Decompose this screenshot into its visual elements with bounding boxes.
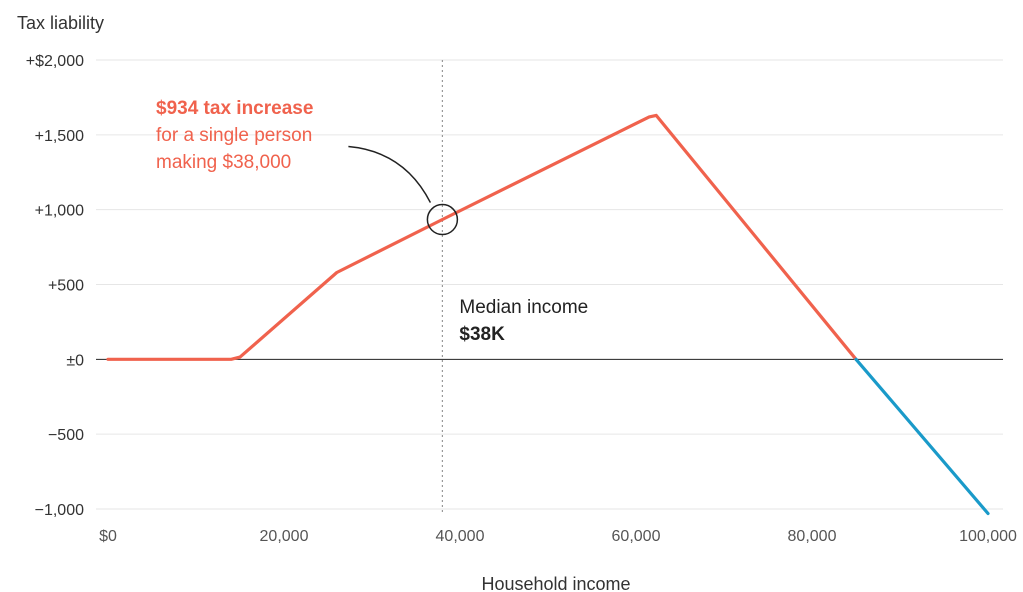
x-tick-label: 60,000 (612, 528, 661, 545)
series-line-increase (106, 113, 858, 361)
annotation-line-3: making $38,000 (156, 152, 291, 173)
y-axis-ticks: +$2,000 +1,500 +1,000 +500 ±0 −500 −1,000 (26, 53, 84, 519)
x-tick-label: $0 (99, 528, 117, 545)
series-line (106, 113, 990, 516)
gridlines (96, 59, 1003, 510)
y-tick-label: −500 (48, 427, 84, 444)
annotations: $934 tax increase for a single person ma… (156, 98, 588, 345)
x-axis-title: Household income (481, 574, 630, 592)
series-line-decrease (854, 357, 990, 516)
x-axis-ticks: $0 20,000 40,000 60,000 80,000 100,000 (99, 528, 1017, 545)
annotation-line-2: for a single person (156, 125, 312, 146)
y-tick-label: +1,000 (35, 203, 84, 220)
x-tick-label: 20,000 (260, 528, 309, 545)
median-income-label: Median income (459, 297, 588, 318)
highlight-circle (426, 203, 459, 236)
x-tick-label: 80,000 (788, 528, 837, 545)
callout-connector (348, 145, 432, 203)
y-tick-label: ±0 (66, 352, 84, 369)
y-tick-label: +1,500 (35, 128, 84, 145)
x-tick-label: 100,000 (959, 528, 1017, 545)
median-income-value: $38K (459, 324, 505, 345)
x-tick-label: 40,000 (436, 528, 485, 545)
annotation-headline: $934 tax increase (156, 98, 313, 119)
y-tick-label: −1,000 (35, 502, 84, 519)
y-tick-label: +500 (48, 278, 84, 295)
y-axis-title: Tax liability (17, 13, 104, 33)
y-tick-label: +$2,000 (26, 53, 84, 70)
